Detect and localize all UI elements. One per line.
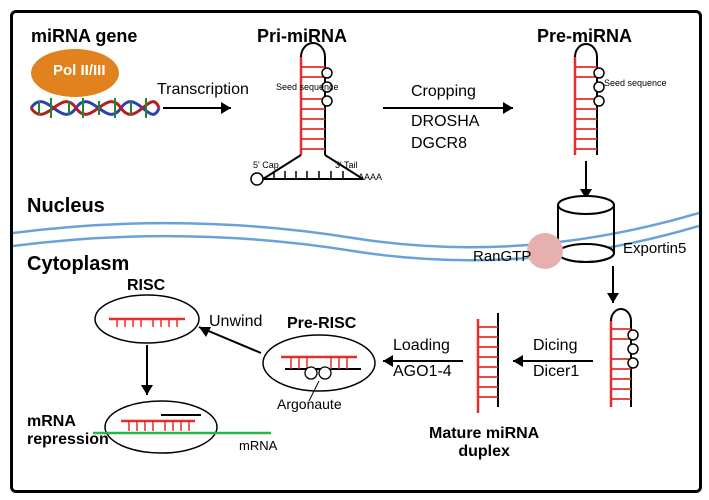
arrow-pore-down [607, 266, 619, 303]
label-mature-duplex: Mature miRNA duplex [429, 425, 539, 460]
pre-mirna-hairpin [575, 44, 604, 155]
arrow-transcription [163, 102, 231, 114]
pol-label: Pol II/III [53, 63, 106, 80]
label-repression: mRNA repression [27, 413, 109, 448]
label-rangtp: RanGTP [473, 249, 531, 266]
label-argonaute: Argonaute [277, 397, 342, 412]
arrow-pre-to-pore [580, 161, 592, 199]
label-cytoplasm: Cytoplasm [27, 253, 129, 275]
diagram-frame: miRNA gene Pri-miRNA Pre-miRNA Pol II/II… [10, 10, 702, 493]
heading-mirna-gene: miRNA gene [31, 27, 137, 47]
risc-complex [95, 295, 199, 343]
pre-mirna-cyto [611, 309, 638, 407]
label-seed-1: Seed sequence [276, 83, 339, 92]
label-transcription: Transcription [157, 81, 249, 99]
label-pre-risc: Pre-RISC [287, 315, 356, 333]
label-drosha: DROSHA [411, 113, 479, 131]
label-polya: AAAA [358, 173, 382, 183]
heading-pre-mirna: Pre-miRNA [537, 27, 632, 47]
label-risc: RISC [127, 277, 165, 295]
nuclear-pore [558, 196, 614, 262]
ran-gtp-circle [527, 233, 563, 269]
label-mrna: mRNA [239, 439, 277, 453]
mirna-gene-group [31, 49, 159, 118]
label-5cap: 5' Cap [253, 161, 279, 171]
label-loading: Loading [393, 337, 450, 355]
label-dgcr8: DGCR8 [411, 135, 467, 153]
label-ago: AGO1-4 [393, 363, 452, 381]
label-unwind: Unwind [209, 313, 262, 331]
label-3tail: 3' Tail [335, 161, 358, 171]
label-nucleus: Nucleus [27, 195, 105, 217]
label-cropping: Cropping [411, 83, 476, 101]
diagram-svg [13, 13, 699, 490]
label-seed-2: Seed sequence [604, 79, 667, 88]
label-exportin5: Exportin5 [623, 241, 686, 258]
pre-risc-complex [263, 335, 375, 401]
label-dicing: Dicing [533, 337, 577, 355]
heading-pri-mirna: Pri-miRNA [257, 27, 347, 47]
mature-duplex [478, 313, 498, 413]
arrow-unwind [199, 327, 261, 353]
arrow-risc-down [141, 345, 153, 395]
label-dicer1: Dicer1 [533, 363, 579, 381]
